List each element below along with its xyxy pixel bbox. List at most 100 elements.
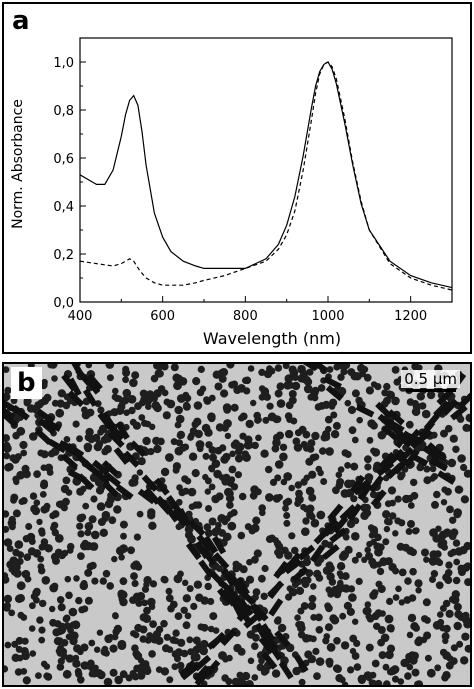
nanosphere bbox=[251, 555, 259, 564]
nanosphere bbox=[294, 500, 301, 507]
nanorod bbox=[102, 480, 120, 498]
nanosphere bbox=[389, 564, 396, 571]
nanosphere bbox=[196, 388, 205, 397]
nanosphere bbox=[4, 525, 10, 533]
nanosphere bbox=[453, 558, 461, 566]
nanosphere bbox=[251, 593, 259, 601]
nanosphere bbox=[20, 668, 28, 675]
nanosphere bbox=[283, 519, 291, 527]
nanosphere bbox=[212, 627, 220, 634]
nanosphere bbox=[380, 633, 390, 643]
scale-bar-label: 0.5 µm bbox=[401, 370, 460, 388]
nanosphere bbox=[322, 433, 331, 441]
nanosphere bbox=[271, 669, 281, 678]
nanorod bbox=[252, 604, 269, 622]
nanosphere bbox=[260, 668, 269, 676]
nanosphere bbox=[260, 592, 268, 600]
nanosphere bbox=[325, 447, 334, 456]
nanorod bbox=[220, 628, 237, 647]
nanosphere bbox=[43, 663, 51, 670]
nanosphere bbox=[245, 680, 254, 685]
nanosphere bbox=[377, 626, 386, 634]
nanosphere bbox=[5, 462, 14, 471]
nanosphere bbox=[244, 435, 253, 444]
nanosphere bbox=[377, 584, 386, 594]
nanosphere bbox=[247, 365, 255, 372]
nanosphere bbox=[371, 589, 379, 597]
nanosphere bbox=[400, 658, 409, 668]
nanosphere bbox=[237, 531, 246, 540]
nanosphere bbox=[388, 626, 395, 633]
nanosphere bbox=[203, 396, 210, 404]
nanorod bbox=[34, 428, 52, 445]
nanorod bbox=[267, 580, 285, 598]
nanosphere bbox=[389, 512, 397, 520]
nanorod bbox=[437, 470, 456, 485]
nanorod bbox=[381, 425, 400, 442]
nanosphere bbox=[14, 540, 24, 549]
nanosphere bbox=[223, 406, 232, 414]
nanosphere bbox=[111, 555, 118, 563]
nanosphere bbox=[355, 396, 363, 405]
nanosphere bbox=[111, 633, 119, 641]
nanosphere bbox=[14, 453, 22, 461]
nanosphere bbox=[332, 664, 341, 673]
nanosphere bbox=[242, 453, 251, 462]
nanosphere bbox=[136, 469, 144, 476]
nanosphere bbox=[284, 429, 294, 439]
nanosphere bbox=[276, 382, 285, 391]
nanosphere bbox=[81, 410, 91, 420]
nanosphere bbox=[153, 444, 162, 454]
nanosphere bbox=[166, 676, 174, 684]
nanosphere bbox=[40, 450, 49, 459]
nanorod bbox=[144, 487, 161, 505]
nanosphere bbox=[317, 469, 324, 477]
nanosphere bbox=[148, 650, 156, 658]
nanosphere bbox=[129, 378, 138, 388]
nanosphere bbox=[365, 386, 374, 395]
nanosphere bbox=[258, 657, 265, 665]
nanosphere bbox=[351, 652, 360, 660]
nanosphere bbox=[394, 517, 402, 525]
nanosphere bbox=[462, 563, 470, 572]
nanosphere bbox=[119, 544, 128, 553]
nanosphere bbox=[277, 623, 287, 633]
nanosphere bbox=[405, 528, 413, 535]
nanosphere bbox=[11, 653, 20, 662]
nanosphere bbox=[186, 585, 194, 593]
nanosphere bbox=[440, 429, 448, 438]
nanorod bbox=[141, 474, 159, 492]
nanosphere bbox=[445, 561, 453, 569]
nanorod bbox=[422, 445, 441, 461]
nanosphere bbox=[330, 615, 340, 625]
nanosphere bbox=[352, 618, 359, 625]
nanosphere bbox=[421, 548, 429, 557]
nanorod bbox=[177, 508, 192, 527]
nanosphere bbox=[450, 595, 460, 605]
nanosphere bbox=[94, 669, 102, 678]
nanorod bbox=[60, 453, 79, 470]
nanorod bbox=[211, 535, 227, 555]
nanosphere bbox=[185, 510, 193, 518]
scale-bar-line bbox=[405, 389, 456, 392]
nanorod bbox=[204, 659, 221, 678]
nanosphere bbox=[237, 677, 246, 685]
nanosphere bbox=[99, 528, 109, 537]
nanosphere bbox=[431, 500, 439, 509]
nanosphere bbox=[160, 467, 170, 477]
nanosphere bbox=[342, 533, 350, 541]
nanosphere bbox=[39, 381, 48, 390]
nanosphere bbox=[187, 534, 196, 544]
nanosphere bbox=[14, 668, 23, 676]
nanosphere bbox=[77, 552, 85, 560]
nanosphere bbox=[301, 527, 310, 536]
nanosphere bbox=[378, 651, 387, 660]
nanorod bbox=[115, 421, 130, 440]
nanosphere bbox=[449, 516, 457, 524]
nanosphere bbox=[288, 396, 297, 405]
nanosphere bbox=[226, 501, 234, 509]
nanosphere bbox=[77, 676, 85, 684]
nanosphere bbox=[47, 364, 55, 369]
nanosphere bbox=[454, 610, 463, 619]
nanosphere bbox=[355, 551, 363, 559]
